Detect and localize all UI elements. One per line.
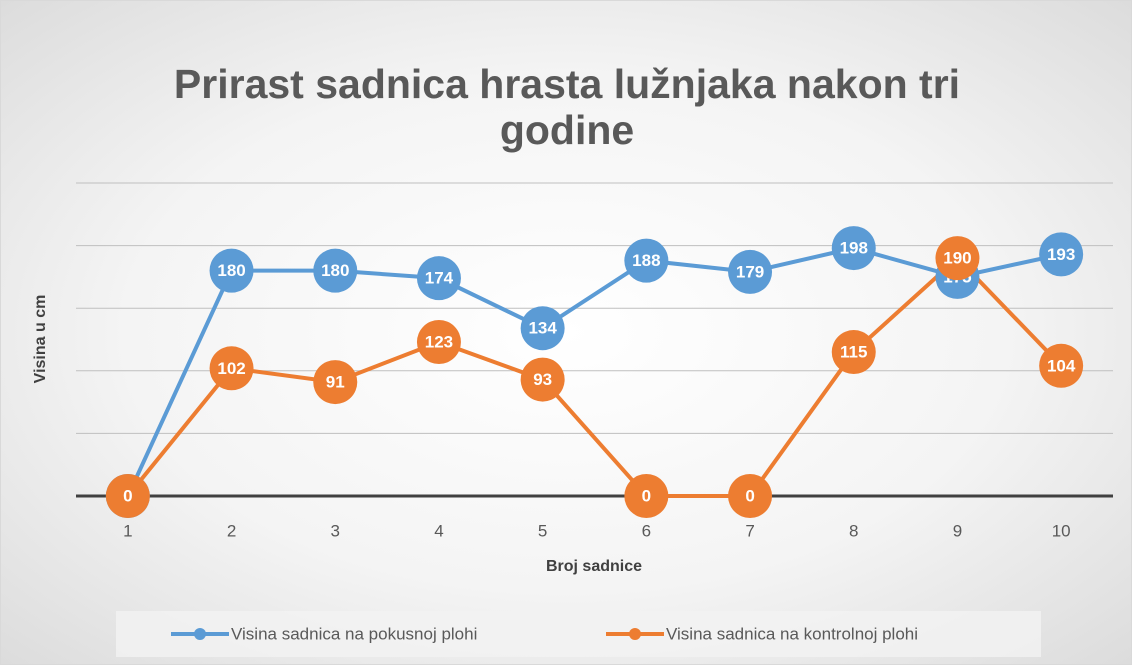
marker [624,238,669,283]
marker [105,474,150,518]
x-tick-label: 3 [331,521,340,540]
data-label: 188 [632,251,660,270]
data-label: 193 [1047,245,1075,264]
marker [1039,343,1084,388]
data-label: 0 [123,486,132,505]
data-label: 179 [736,262,764,281]
x-tick-label: 8 [849,521,858,540]
y-axis-title: Visina u cm [32,295,49,384]
data-label: 134 [528,319,557,338]
x-tick-label: 5 [538,521,547,540]
data-label: 93 [533,370,552,389]
data-label: 180 [217,261,245,280]
x-axis-title: Broj sadnice [546,558,642,575]
x-tick-label: 1 [123,521,132,540]
marker [313,248,358,293]
marker [728,249,773,294]
x-tick-label: 4 [434,521,443,540]
data-label: 198 [840,239,868,258]
marker [831,330,876,375]
marker [209,248,254,293]
data-label: 104 [1047,356,1076,375]
marker [313,360,358,405]
marker [520,306,565,351]
legend-box [116,611,1041,657]
legend-label: Visina sadnica na kontrolnoj plohi [666,624,918,643]
x-tick-label: 2 [227,521,236,540]
chart-title: Prirast sadnica hrasta lužnjaka nakon tr… [173,61,961,153]
legend-marker [194,628,206,640]
marker [831,226,876,271]
data-label: 0 [642,486,651,505]
series-line [126,255,1063,498]
x-tick-label: 9 [953,521,962,540]
data-label: 102 [217,359,245,378]
x-tick-label: 7 [745,521,754,540]
series-line [126,246,1062,497]
data-label: 115 [840,343,867,362]
marker [1039,232,1084,277]
marker [935,236,980,281]
x-tick-label: 10 [1052,521,1071,540]
legend-marker [629,628,641,640]
data-label: 190 [943,249,971,268]
marker [624,474,669,518]
data-label: 180 [321,261,349,280]
marker [728,474,773,518]
marker [416,320,461,365]
marker [416,256,461,301]
marker [520,357,565,402]
data-label: 0 [745,486,754,505]
data-label: 174 [425,269,454,288]
data-label: 123 [425,332,453,351]
legend-label: Visina sadnica na pokusnoj plohi [231,624,477,643]
data-label: 91 [326,373,345,392]
marker [209,346,254,391]
x-tick-label: 6 [642,521,651,540]
